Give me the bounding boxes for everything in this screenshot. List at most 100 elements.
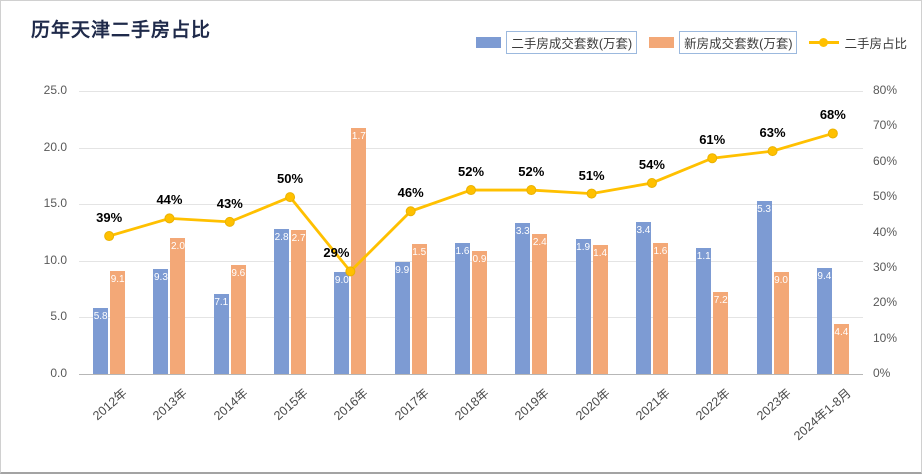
bar-newhome: [411, 243, 427, 374]
legend-label: 二手房占比: [844, 37, 907, 51]
bar-secondhand: [153, 268, 169, 374]
ratio-point: [827, 128, 838, 139]
right-axis-tick-label: 50%: [873, 189, 898, 204]
right-axis-tick-label: 20%: [873, 295, 898, 310]
ratio-point: [526, 185, 537, 196]
bar-value-label: 2.7: [291, 233, 306, 245]
bar-secondhand: [756, 200, 772, 374]
bar-newhome: [713, 292, 729, 374]
legend-line-swatch-icon: [809, 37, 840, 48]
right-axis-tick-label: 80%: [873, 83, 898, 97]
x-axis-label: 2019年: [512, 386, 553, 424]
left-axis-tick-label: 15.0: [43, 196, 67, 211]
bar-value-label: 5.8: [93, 311, 108, 323]
right-axis-tick-label: 60%: [873, 153, 898, 168]
x-axis-label: 2024年1-8月: [790, 386, 854, 444]
x-axis-label: 2017年: [391, 386, 432, 424]
grid-line: [79, 204, 863, 206]
bar-newhome: [532, 233, 548, 374]
x-axis-label: 2023年: [753, 386, 794, 424]
bar-value-label: 3.4: [636, 225, 651, 237]
ratio-point-label: 54%: [638, 156, 665, 172]
ratio-point-label: 50%: [277, 171, 304, 187]
ratio-point: [466, 185, 476, 196]
bar-secondhand: [816, 267, 832, 374]
bar-value-label: 9.9: [395, 264, 410, 276]
legend-bar-swatch-icon: [476, 37, 502, 48]
chart-title: 历年天津二手房占比: [31, 20, 212, 41]
ratio-point-label: 52%: [457, 164, 485, 180]
bar-secondhand: [274, 229, 290, 374]
ratio-point: [646, 177, 657, 188]
right-axis-tick-label: 0%: [873, 366, 891, 380]
bar-secondhand: [394, 261, 410, 374]
ratio-point: [586, 188, 597, 199]
bar-secondhand: [334, 272, 350, 374]
bar-value-label: 9.1: [110, 273, 125, 285]
bar-value-label: 1.7: [351, 131, 366, 143]
left-axis-tick-label: 20.0: [43, 139, 67, 154]
bar-value-label: 1.6: [653, 245, 668, 257]
bar-value-label: 9.3: [154, 271, 168, 283]
x-axis-label: 2013年: [150, 386, 191, 424]
x-axis-line: [79, 374, 863, 375]
bar-value-label: 9.0: [774, 275, 788, 287]
ratio-point-label: 68%: [819, 107, 846, 123]
legend-label: 新房成交套数(万套): [679, 31, 798, 54]
bar-value-label: 1.1: [696, 251, 711, 263]
grid-line: [79, 147, 863, 149]
ratio-point-label: 44%: [156, 192, 183, 208]
x-axis-label: 2012年: [90, 386, 130, 424]
bar-secondhand: [575, 239, 591, 374]
ratio-point-label: 43%: [216, 195, 243, 211]
bar-secondhand: [455, 242, 470, 374]
bar-newhome: [652, 242, 668, 374]
bar-newhome: [110, 270, 126, 374]
ratio-point-label: 51%: [578, 167, 605, 183]
bar-newhome: [833, 324, 849, 374]
bar-newhome: [170, 238, 186, 374]
ratio-point-label: 46%: [397, 185, 424, 201]
ratio-point: [707, 153, 718, 164]
bar-value-label: 1.5: [412, 246, 427, 258]
x-axis-label: 2021年: [633, 386, 673, 424]
bar-value-label: 0.9: [472, 253, 487, 265]
right-axis-tick-label: 40%: [873, 224, 898, 239]
bar-secondhand: [515, 223, 531, 374]
legend-item: 新房成交套数(万套): [649, 31, 798, 54]
left-axis-tick-label: 0.0: [50, 366, 67, 380]
bar-value-label: 4.4: [834, 327, 849, 339]
ratio-point-label: 39%: [96, 210, 123, 226]
legend-item: 二手房成交套数(万套): [476, 31, 638, 54]
ratio-point-label: 29%: [323, 245, 350, 261]
bar-newhome: [773, 272, 789, 374]
ratio-point: [164, 213, 175, 224]
legend: 二手房成交套数(万套) 新房成交套数(万套) 二手房占比: [476, 31, 907, 54]
x-axis-label: 2016年: [331, 386, 372, 424]
ratio-point-label: 63%: [759, 125, 786, 141]
bar-secondhand: [635, 222, 651, 374]
bar-newhome: [351, 128, 367, 374]
bar-value-label: 7.2: [713, 295, 728, 307]
legend-line-dot: [819, 38, 829, 47]
x-axis-label: 2014年: [210, 386, 251, 424]
x-axis-label: 2018年: [452, 386, 492, 424]
ratio-point: [405, 206, 416, 217]
x-axis-label: 2020年: [572, 386, 613, 424]
bar-value-label: 9.0: [334, 275, 349, 287]
bar-secondhand: [213, 293, 229, 374]
legend-bar-swatch-icon: [649, 37, 675, 48]
legend-label: 二手房成交套数(万套): [506, 31, 638, 54]
bar-newhome: [291, 230, 307, 374]
x-axis-label: 2015年: [271, 386, 311, 424]
bar-newhome: [592, 244, 608, 374]
ratio-point: [285, 192, 296, 203]
left-axis-tick-label: 5.0: [50, 309, 67, 324]
bar-value-label: 9.4: [817, 270, 832, 282]
bar-newhome: [230, 265, 246, 374]
right-axis-tick-label: 30%: [873, 259, 898, 274]
legend-item: 二手房占比: [809, 33, 907, 52]
bar-value-label: 2.4: [532, 236, 547, 248]
